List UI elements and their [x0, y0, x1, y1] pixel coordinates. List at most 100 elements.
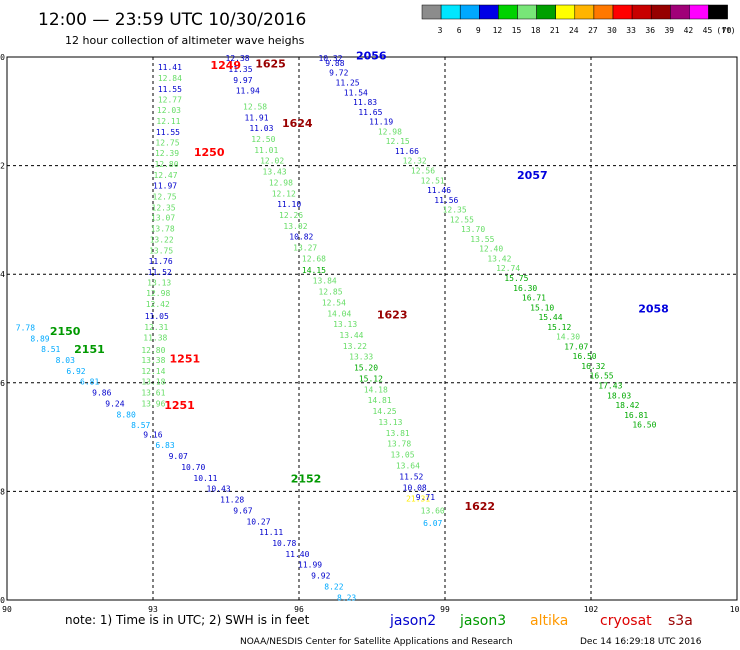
- wave-height-label: 12.35: [443, 206, 467, 215]
- wave-height-label: 15.12: [359, 374, 383, 383]
- chart-subtitle: 12 hour collection of altimeter wave hei…: [65, 34, 305, 47]
- wave-height-label: 12.32: [403, 157, 427, 166]
- wave-height-label: 9.86: [92, 389, 111, 398]
- chart-title: 12:00 — 23:59 UTC 10/30/2016: [38, 10, 306, 30]
- wave-height-label: 13.05: [390, 450, 414, 459]
- colorbar-label: 42: [684, 26, 694, 35]
- wave-height-label: 12.85: [318, 288, 342, 297]
- wave-height-label: 6.83: [155, 441, 174, 450]
- wave-height-label: 18.03: [607, 391, 631, 400]
- wave-height-label: 12.55: [450, 215, 474, 224]
- wave-height-label: 12.58: [243, 102, 267, 111]
- wave-height-label: 13.64: [396, 461, 420, 470]
- wave-height-label: 12.42: [146, 300, 170, 309]
- wave-height-label: 12.54: [322, 298, 346, 307]
- wave-height-label: 13.55: [470, 235, 494, 244]
- pass-time-label: 1251: [170, 352, 201, 365]
- wave-height-label: 11.55: [158, 85, 182, 94]
- wave-height-label: 11.94: [236, 87, 260, 96]
- satellite-legend: jason2 jason3 altika cryosat s3a: [389, 613, 693, 629]
- colorbar-swatch: [498, 4, 518, 20]
- wave-height-label: 9.72: [329, 69, 348, 78]
- wave-height-label: 11.55: [156, 128, 180, 137]
- colorbar-label: 70: [722, 26, 732, 35]
- y-tick-label: -52: [0, 162, 5, 171]
- x-tick-label: 105: [730, 605, 740, 614]
- wave-height-label: 11.10: [277, 200, 301, 209]
- colorbar-label: 30: [607, 26, 617, 35]
- wave-height-label: 13.07: [151, 214, 175, 223]
- satellite-legend-cryosat: cryosat: [600, 613, 652, 629]
- colorbar-legend: 3 6 9 12 15 18 21 24 27 30 33 36 39 42 45 70(ft): [421, 4, 736, 35]
- wave-height-label: 12.50: [251, 135, 275, 144]
- wave-height-label: 11.76: [149, 257, 173, 266]
- x-tick-label: 93: [148, 605, 158, 614]
- colorbar-swatch: [479, 4, 499, 20]
- wave-height-label: 13.43: [263, 168, 287, 177]
- wave-height-label: 12.39: [155, 149, 179, 158]
- y-tick-label: -60: [0, 596, 5, 605]
- colorbar-label: 9: [476, 26, 481, 35]
- agency-credit: NOAA/NESDIS Center for Satellite Applica…: [240, 637, 513, 647]
- wave-height-label: 9.16: [143, 430, 162, 439]
- y-tick-label: -58: [0, 487, 5, 496]
- x-tick-label: 99: [440, 605, 450, 614]
- wave-height-label: 12.77: [158, 95, 182, 104]
- colorbar-swatch: [593, 4, 614, 20]
- colorbar-swatch: [440, 4, 461, 20]
- colorbar-label: 36: [645, 26, 655, 35]
- wave-height-label: 16.32: [581, 362, 605, 371]
- wave-height-label: 12.26: [279, 211, 303, 220]
- pass-time-label: 1622: [464, 500, 495, 513]
- wave-height-label: 12.31: [144, 323, 168, 332]
- wave-height-label: 13.60: [421, 506, 445, 515]
- pass-time-label: 2152: [291, 472, 322, 485]
- wave-height-label: 12.40: [479, 245, 503, 254]
- wave-height-label: 12.51: [421, 176, 445, 185]
- wave-height-label: 12.80: [154, 160, 178, 169]
- wave-height-label: 7.78: [16, 323, 35, 332]
- wave-height-label: 15.12: [547, 323, 571, 332]
- wave-height-label: 13.27: [293, 244, 317, 253]
- wave-height-label: 11.66: [395, 147, 419, 156]
- wave-height-label: 11.25: [336, 79, 360, 88]
- axis-ticks: 90 93 96 99 102 105 -50 -52 -54 -56 -58 -60: [0, 53, 740, 614]
- wave-height-label: 12.68: [302, 254, 326, 263]
- pass-time-label: 1624: [282, 117, 313, 130]
- wave-height-label: 15.44: [538, 313, 562, 322]
- plot-frame: [6, 56, 738, 601]
- pass-time-label: 2150: [50, 325, 81, 338]
- wave-height-label: 13.13: [378, 418, 402, 427]
- colorbar-label: 27: [588, 26, 598, 35]
- wave-height-label: 21.31: [406, 494, 430, 503]
- wave-height-label: 13.22: [150, 235, 174, 244]
- colorbar-label: 45: [703, 26, 713, 35]
- pass-time-label: 1251: [164, 399, 195, 412]
- wave-height-label: 12.56: [411, 166, 435, 175]
- satellite-legend-jason2: jason2: [389, 613, 436, 629]
- colorbar-swatch: [612, 4, 633, 20]
- x-tick-label: 96: [294, 605, 304, 614]
- colorbar-swatch: [421, 4, 442, 20]
- wave-height-label: 9.24: [105, 399, 124, 408]
- wave-height-label: 15.20: [354, 364, 378, 373]
- wave-height-label: 11.54: [344, 88, 368, 97]
- wave-height-label: 12.47: [153, 171, 177, 180]
- pass-time-label: 1249: [210, 59, 241, 72]
- grid-lines: [7, 57, 737, 600]
- wave-height-label: 11.52: [148, 268, 172, 277]
- pass-time-label: 2056: [356, 49, 387, 62]
- wave-height-label: 13.38: [141, 356, 165, 365]
- wave-height-label: 17.07: [564, 342, 588, 351]
- wave-height-label: 13.18: [141, 378, 165, 387]
- wave-height-label: 10.70: [181, 463, 205, 472]
- colorbar-label: 18: [531, 26, 541, 35]
- wave-height-label: 12.02: [260, 157, 284, 166]
- wave-height-label: 10.27: [246, 517, 270, 526]
- colorbar-swatch: [517, 4, 537, 20]
- y-tick-label: -54: [0, 270, 5, 279]
- colorbar-swatch: [536, 4, 556, 20]
- wave-height-label: 11.11: [259, 528, 283, 537]
- wave-height-label: 8.57: [131, 421, 150, 430]
